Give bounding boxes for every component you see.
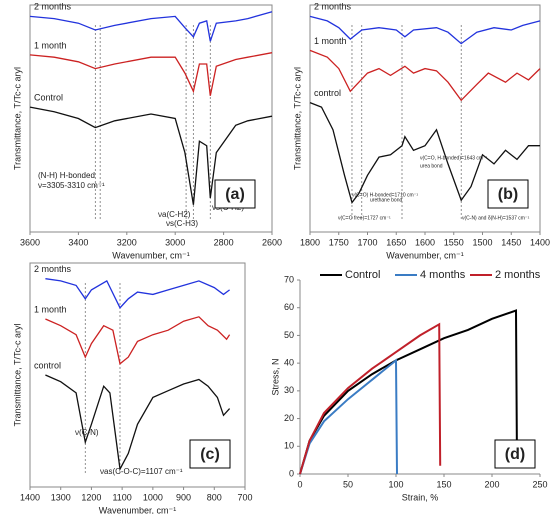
x-tick-label: 1100 — [112, 492, 131, 502]
annotation: urea bond — [420, 163, 443, 169]
y-axis-label: Stress, N — [270, 358, 280, 395]
x-tick-label: 50 — [343, 479, 353, 489]
y-axis-label: Transmittance, T/Tc-c aryl — [292, 67, 302, 170]
series-line — [299, 322, 442, 475]
annotation: ν(C-N) — [75, 428, 99, 437]
annotation: νa(C-H2) — [158, 210, 191, 219]
panel-label-box — [494, 439, 536, 469]
series-line — [45, 316, 231, 365]
x-tick-label: 100 — [388, 479, 403, 489]
series-line — [309, 15, 541, 45]
x-tick-label: 2800 — [214, 237, 234, 247]
x-tick-label: 1500 — [472, 237, 492, 247]
series-label: control — [34, 360, 61, 370]
x-tick-label: 150 — [436, 479, 451, 489]
x-tick-label: 2600 — [262, 237, 282, 247]
series-label: 2 months — [34, 2, 72, 12]
x-tick-label: 700 — [237, 492, 252, 502]
series-line — [299, 309, 518, 475]
y-tick-label: 10 — [284, 441, 294, 451]
y-axis-label: Transmittance, T/Tc-c aryl — [12, 323, 22, 426]
x-tick-label: 3200 — [117, 237, 137, 247]
x-tick-label: 250 — [532, 479, 547, 489]
annotation: ν(C-N) and δ(N-H)=1537 cm⁻¹ — [462, 215, 530, 221]
panel-label: (a) — [225, 186, 245, 203]
y-tick-label: 60 — [284, 302, 294, 312]
annotation: νas(C-O-C)=1107 cm⁻¹ — [100, 467, 183, 476]
annotation: ν=3305-3310 cm⁻¹ — [38, 181, 105, 190]
y-tick-label: 70 — [284, 274, 294, 284]
x-tick-label: 800 — [207, 492, 222, 502]
annotation: ν(C=O free)=1727 cm⁻¹ — [338, 215, 391, 221]
series-label: Control — [34, 93, 63, 103]
x-tick-label: 1400 — [530, 237, 550, 247]
x-tick-label: 1000 — [143, 492, 163, 502]
annotation: νs(C-H3) — [166, 219, 198, 228]
annotation: urethane bond — [370, 197, 402, 203]
y-tick-label: 0 — [289, 468, 294, 478]
x-tick-label: 1650 — [386, 237, 406, 247]
x-axis-label: Wavenumber, cm⁻¹ — [99, 505, 176, 514]
x-tick-label: 1300 — [51, 492, 71, 502]
x-tick-label: 1700 — [357, 237, 377, 247]
panel-label: (c) — [200, 446, 220, 463]
annotation: ν(C=O, H-bonded)=1643 cm⁻¹ — [420, 155, 488, 161]
x-tick-label: 1450 — [501, 237, 521, 247]
x-axis-label: Wavenumber, cm⁻¹ — [112, 250, 189, 260]
series-line — [299, 358, 398, 475]
series-line — [45, 374, 231, 472]
x-tick-label: 3600 — [20, 237, 40, 247]
x-axis-label: Wavenumber, cm⁻¹ — [386, 250, 463, 260]
annotation: ν(C=O) H-bonded=1710 cm⁻¹ — [352, 192, 418, 198]
y-tick-label: 20 — [284, 413, 294, 423]
x-tick-label: 200 — [484, 479, 499, 489]
series-label: 1 month — [314, 36, 347, 46]
series-label: 2 months — [314, 2, 352, 12]
x-tick-label: 1800 — [300, 237, 320, 247]
x-axis-label: Strain, % — [402, 492, 439, 502]
series-line — [29, 106, 273, 205]
panel-label: (b) — [498, 186, 518, 203]
x-tick-label: 1550 — [444, 237, 464, 247]
x-tick-label: 1750 — [329, 237, 349, 247]
series-line — [309, 49, 541, 102]
y-axis-label: Transmittance, T/Tc-c aryl — [12, 67, 22, 170]
legend-label: 4 months — [420, 269, 466, 281]
panel-label-box — [189, 439, 231, 469]
y-tick-label: 40 — [284, 358, 294, 368]
panel-label-box — [487, 179, 529, 209]
x-tick-label: 1400 — [20, 492, 40, 502]
plot-frame — [29, 262, 246, 488]
x-tick-label: 1200 — [81, 492, 101, 502]
series-label: 1 month — [34, 40, 67, 50]
panel-label-box — [214, 179, 256, 209]
legend-label: 2 months — [495, 269, 541, 281]
series-line — [29, 11, 273, 42]
panel-label: (d) — [505, 446, 525, 463]
y-tick-label: 50 — [284, 330, 294, 340]
x-tick-label: 1600 — [415, 237, 435, 247]
x-tick-label: 3000 — [165, 237, 185, 247]
series-label: 2 months — [34, 264, 72, 274]
series-line — [45, 278, 230, 309]
series-label: 1 month — [34, 304, 67, 314]
x-tick-label: 900 — [176, 492, 191, 502]
series-line — [29, 52, 273, 96]
annotation: (N-H) H-bonded — [38, 171, 95, 180]
x-tick-label: 3400 — [68, 237, 88, 247]
x-tick-label: 0 — [297, 479, 302, 489]
legend-label: Control — [345, 269, 380, 281]
y-tick-label: 30 — [284, 385, 294, 395]
series-label: control — [314, 88, 341, 98]
series-line — [309, 101, 540, 204]
plot-frame — [29, 4, 273, 233]
